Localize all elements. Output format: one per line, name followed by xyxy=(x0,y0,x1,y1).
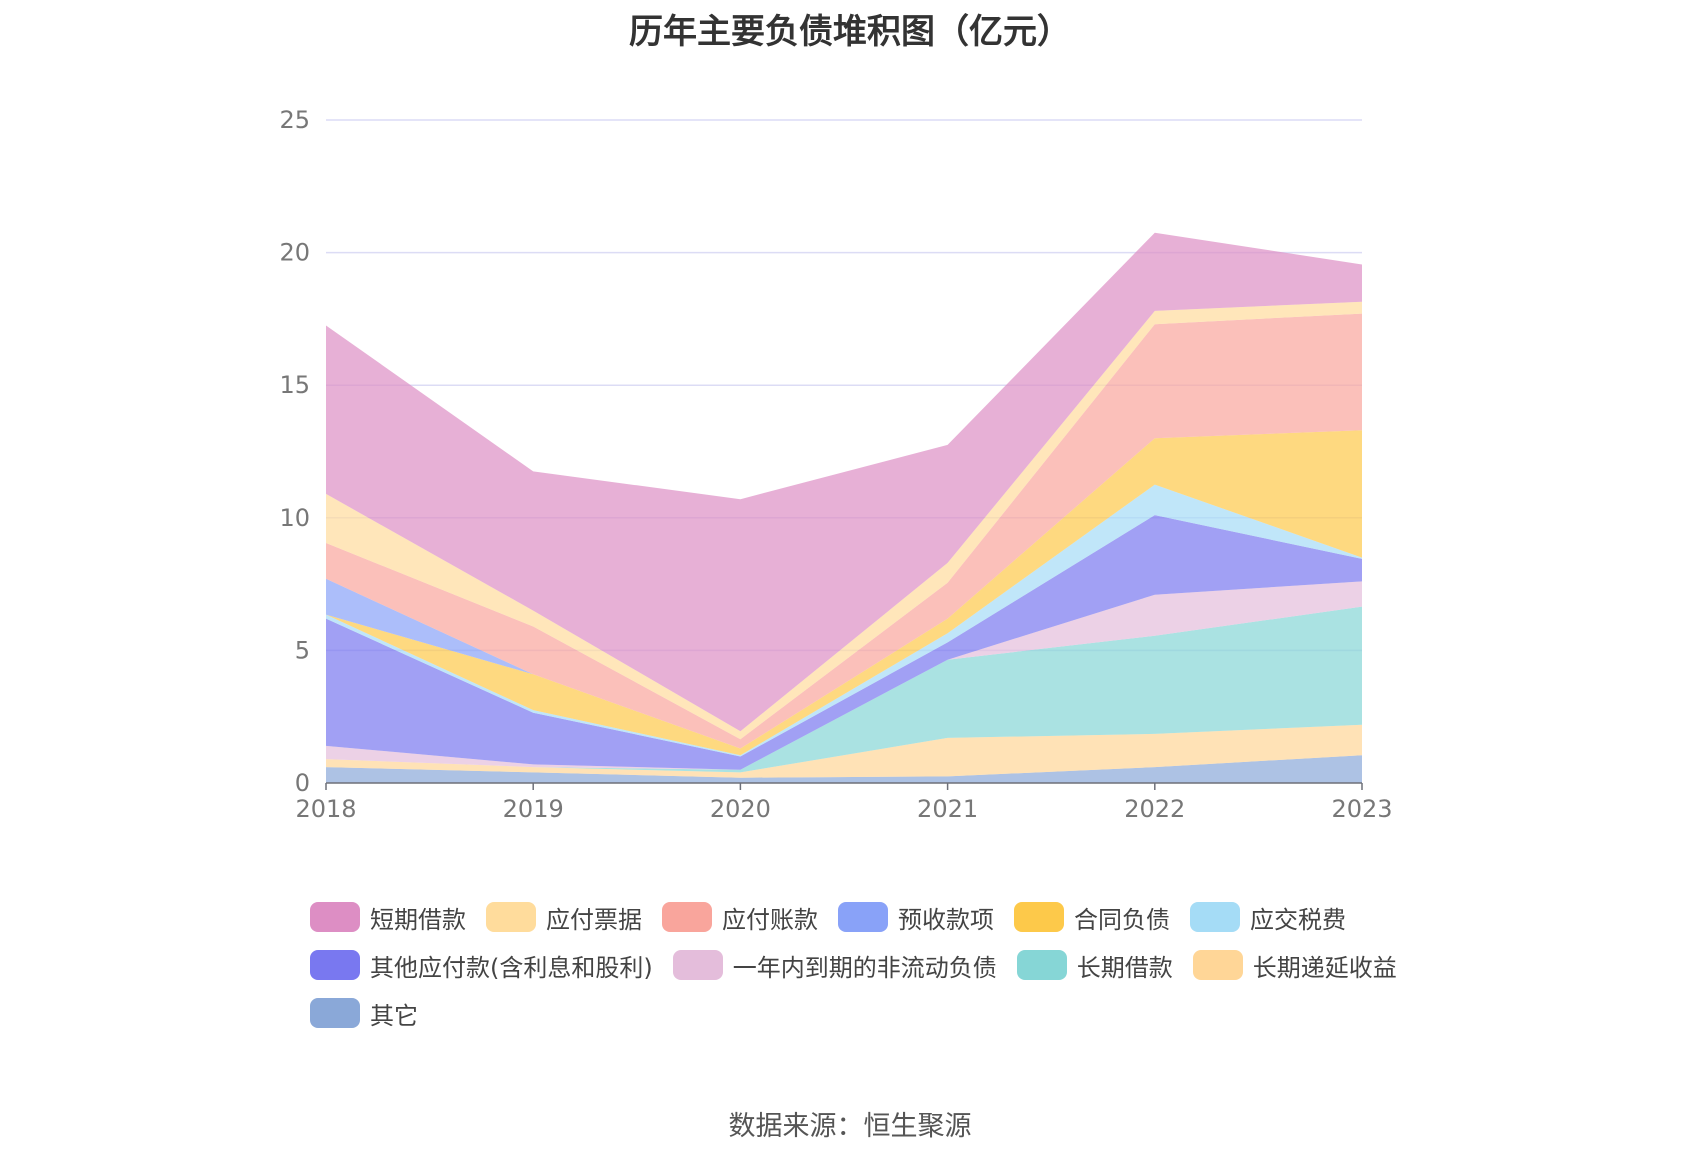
legend-label: 预收款项 xyxy=(898,905,994,934)
area-series xyxy=(326,606,1362,773)
legend-swatch xyxy=(662,902,712,932)
legend-item[interactable]: 应交税费 xyxy=(1190,900,1346,934)
area-series xyxy=(326,581,1362,770)
legend-item[interactable]: 长期递延收益 xyxy=(1192,948,1397,982)
legend-label: 短期借款 xyxy=(370,905,466,934)
x-tick-label: 2022 xyxy=(1124,795,1185,823)
legend-swatch xyxy=(1016,950,1067,980)
area-series xyxy=(326,313,1362,749)
y-tick-label: 0 xyxy=(295,769,310,797)
legend-swatch xyxy=(310,902,360,932)
area-series xyxy=(326,515,1362,770)
y-tick-label: 20 xyxy=(279,239,310,267)
legend-swatch xyxy=(486,902,536,932)
area-series xyxy=(326,301,1362,740)
chart-legend: 短期借款 应付票据 应付账款 预收款项 合同负债 应交税费其他应付款(含利息和股利) 一年内… xyxy=(310,900,1450,1030)
legend-swatch xyxy=(1014,902,1064,932)
legend-label: 一年内到期的非流动负债 xyxy=(732,953,997,982)
y-tick-label: 15 xyxy=(279,371,310,399)
data-source-note: 数据来源：恒生聚源 xyxy=(728,1111,972,1142)
legend-label: 其他应付款(含利息和股利) xyxy=(370,953,653,982)
legend-label: 应交税费 xyxy=(1250,905,1346,934)
legend-swatch xyxy=(310,950,360,980)
area-series xyxy=(326,724,1362,778)
legend-item[interactable]: 应付账款 xyxy=(662,900,818,934)
x-tick-label: 2021 xyxy=(917,795,978,823)
legend-item[interactable]: 其他应付款(含利息和股利) xyxy=(310,948,653,982)
legend-label: 应付账款 xyxy=(722,905,818,934)
y-tick-label: 5 xyxy=(295,636,310,664)
legend-item[interactable]: 长期借款 xyxy=(1016,948,1173,982)
legend-label: 其它 xyxy=(370,1001,418,1030)
legend-swatch xyxy=(838,902,888,932)
legend-item[interactable]: 合同负债 xyxy=(1014,900,1170,934)
legend-swatch xyxy=(672,950,723,980)
legend-label: 应付票据 xyxy=(546,905,642,934)
x-tick-label: 2020 xyxy=(710,795,771,823)
area-series xyxy=(326,430,1362,756)
x-tick-label: 2023 xyxy=(1331,795,1392,823)
y-tick-label: 25 xyxy=(279,106,310,134)
legend-label: 长期借款 xyxy=(1076,953,1173,982)
legend-item[interactable]: 短期借款 xyxy=(310,900,466,934)
legend-item[interactable]: 应付票据 xyxy=(486,900,642,934)
chart-title: 历年主要负债堆积图（亿元） xyxy=(629,12,1071,52)
area-series xyxy=(326,232,1362,732)
area-series xyxy=(326,755,1362,783)
legend-swatch xyxy=(1192,950,1243,980)
y-tick-label: 10 xyxy=(279,504,310,532)
legend-swatch xyxy=(310,998,360,1028)
legend-label: 长期递延收益 xyxy=(1252,953,1397,982)
legend-item[interactable]: 其它 xyxy=(310,996,418,1030)
stacked-area-chart: 0 5 10 15 20 25 2018 2019 2020 2021 2022 2023 xyxy=(279,106,1392,823)
x-tick-label: 2018 xyxy=(295,795,356,823)
x-tick-label: 2019 xyxy=(503,795,564,823)
legend-swatch xyxy=(1190,902,1240,932)
legend-item[interactable]: 预收款项 xyxy=(838,900,994,934)
legend-item[interactable]: 一年内到期的非流动负债 xyxy=(672,948,997,982)
legend-label: 合同负债 xyxy=(1074,905,1170,934)
